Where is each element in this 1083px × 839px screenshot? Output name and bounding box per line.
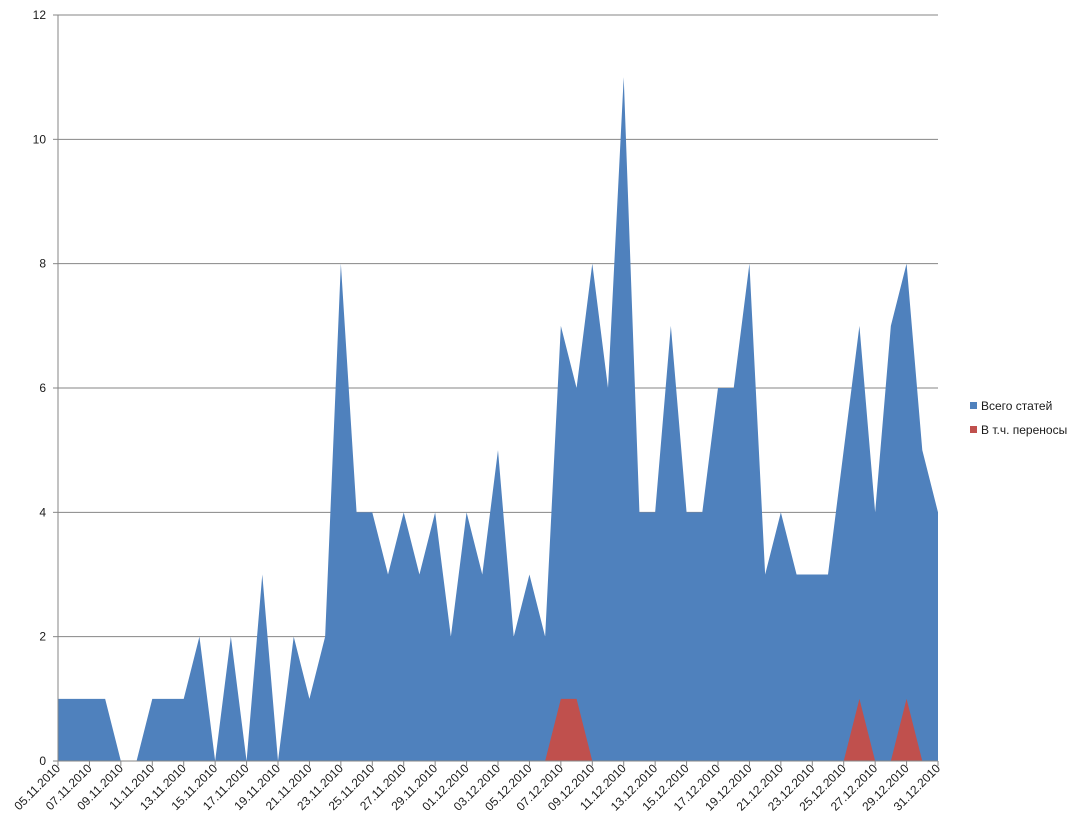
legend: Всего статей В т.ч. переносы bbox=[970, 398, 1067, 446]
legend-label-transfers: В т.ч. переносы bbox=[981, 422, 1068, 437]
y-tick-label: 12 bbox=[33, 8, 47, 22]
y-tick-label: 10 bbox=[33, 132, 47, 146]
y-tick-label: 6 bbox=[39, 381, 46, 395]
y-tick-label: 0 bbox=[39, 754, 46, 768]
series-area-total bbox=[58, 77, 938, 761]
y-tick-label: 2 bbox=[39, 630, 46, 644]
legend-label-total: Всего статей bbox=[981, 398, 1053, 413]
legend-item-total: Всего статей bbox=[970, 398, 1067, 413]
legend-item-transfers: В т.ч. переносы bbox=[970, 422, 1067, 437]
legend-swatch-transfers bbox=[970, 426, 977, 433]
y-tick-label: 4 bbox=[39, 505, 46, 519]
legend-swatch-total bbox=[970, 402, 977, 409]
y-tick-label: 8 bbox=[39, 257, 46, 271]
series-area-transfers bbox=[58, 698, 938, 761]
